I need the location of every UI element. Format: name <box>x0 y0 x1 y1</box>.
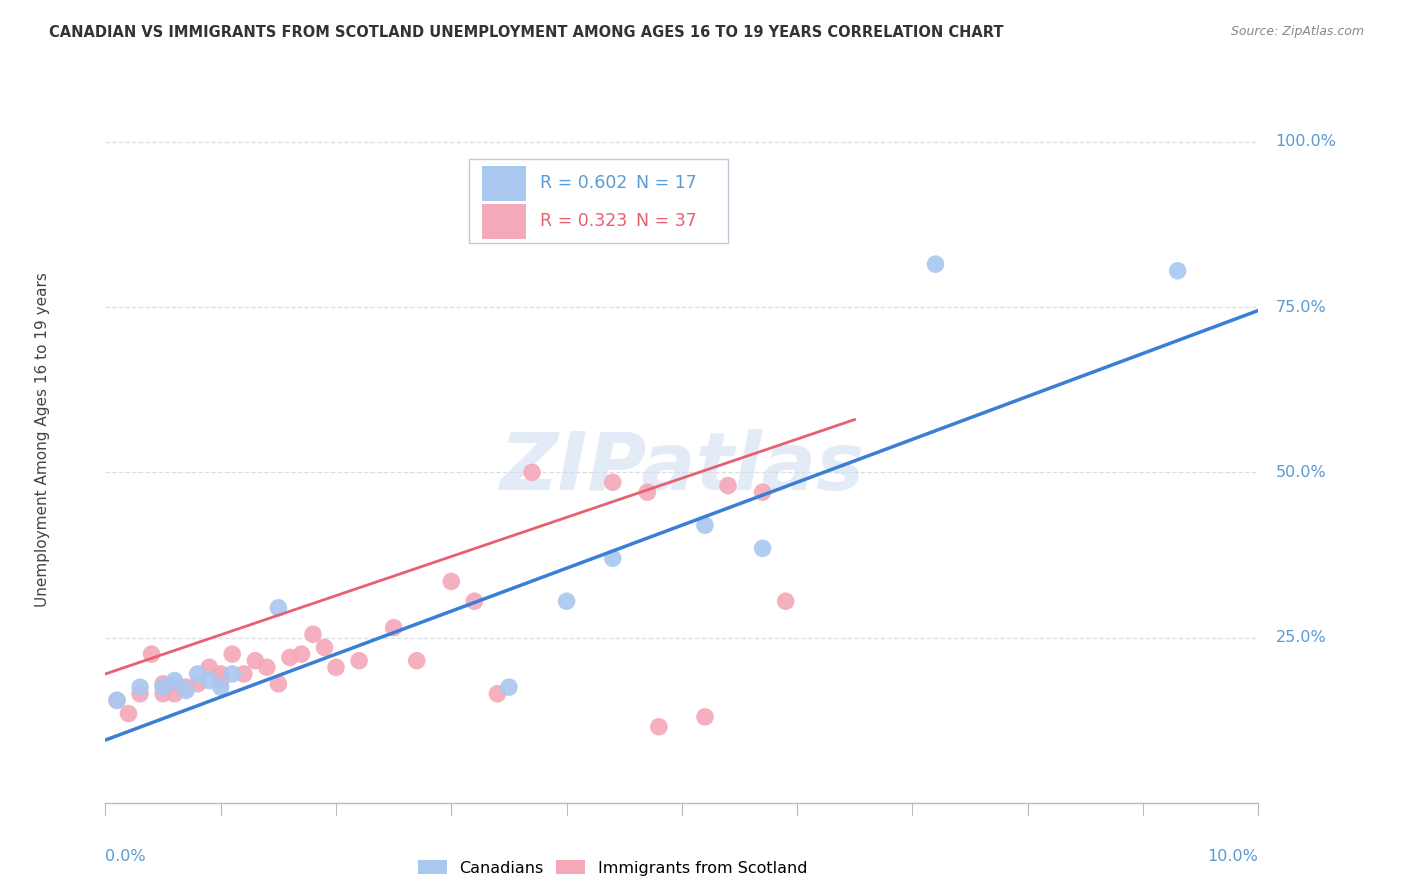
Point <box>221 667 243 681</box>
Point <box>141 647 163 661</box>
Point <box>463 594 485 608</box>
Point <box>751 485 773 500</box>
Point <box>267 677 290 691</box>
Point <box>775 594 797 608</box>
Point <box>347 654 370 668</box>
Point <box>267 600 290 615</box>
Point <box>174 683 197 698</box>
Point <box>187 667 209 681</box>
Point <box>405 654 427 668</box>
Point <box>1167 264 1189 278</box>
Point <box>221 647 243 661</box>
FancyBboxPatch shape <box>482 166 526 201</box>
Text: 75.0%: 75.0% <box>1275 300 1326 315</box>
Point <box>693 518 716 533</box>
Point <box>440 574 463 589</box>
Point <box>555 594 578 608</box>
Text: R = 0.602: R = 0.602 <box>540 175 627 193</box>
Point <box>152 677 174 691</box>
Point <box>152 680 174 694</box>
Point <box>209 680 232 694</box>
Point <box>163 687 186 701</box>
Point <box>163 673 186 688</box>
Point <box>152 687 174 701</box>
Point <box>717 478 740 492</box>
Point <box>245 654 267 668</box>
Text: R = 0.323: R = 0.323 <box>540 212 627 230</box>
Point <box>129 687 152 701</box>
Text: CANADIAN VS IMMIGRANTS FROM SCOTLAND UNEMPLOYMENT AMONG AGES 16 TO 19 YEARS CORR: CANADIAN VS IMMIGRANTS FROM SCOTLAND UNE… <box>49 25 1004 40</box>
Point <box>163 677 186 691</box>
Point <box>382 621 405 635</box>
Text: Unemployment Among Ages 16 to 19 years: Unemployment Among Ages 16 to 19 years <box>35 272 49 607</box>
Point <box>325 660 347 674</box>
Point <box>187 677 209 691</box>
Text: 0.0%: 0.0% <box>105 849 146 864</box>
Point <box>520 466 543 480</box>
Point <box>232 667 254 681</box>
Point <box>290 647 312 661</box>
FancyBboxPatch shape <box>482 203 526 239</box>
Point <box>314 640 336 655</box>
Point <box>751 541 773 556</box>
Point <box>498 680 520 694</box>
Text: 10.0%: 10.0% <box>1208 849 1258 864</box>
Point <box>693 710 716 724</box>
Point <box>174 680 197 694</box>
Text: 25.0%: 25.0% <box>1275 630 1326 645</box>
Point <box>486 687 509 701</box>
Point <box>648 720 671 734</box>
Point <box>302 627 325 641</box>
Point <box>924 257 946 271</box>
Text: N = 17: N = 17 <box>636 175 696 193</box>
Text: N = 37: N = 37 <box>636 212 696 230</box>
Point <box>198 673 221 688</box>
Point <box>129 680 152 694</box>
Point <box>105 693 128 707</box>
Point <box>636 485 658 500</box>
Point <box>105 693 128 707</box>
Point <box>209 673 232 688</box>
Text: ZIPatlas: ZIPatlas <box>499 429 865 508</box>
Point <box>278 650 301 665</box>
Text: 100.0%: 100.0% <box>1275 135 1337 149</box>
Point <box>256 660 278 674</box>
Point <box>209 667 232 681</box>
FancyBboxPatch shape <box>468 160 728 243</box>
Point <box>602 551 624 566</box>
Point <box>117 706 139 721</box>
Text: 50.0%: 50.0% <box>1275 465 1326 480</box>
Legend: Canadians, Immigrants from Scotland: Canadians, Immigrants from Scotland <box>412 854 814 882</box>
Point <box>602 475 624 490</box>
Text: Source: ZipAtlas.com: Source: ZipAtlas.com <box>1230 25 1364 38</box>
Point <box>198 660 221 674</box>
